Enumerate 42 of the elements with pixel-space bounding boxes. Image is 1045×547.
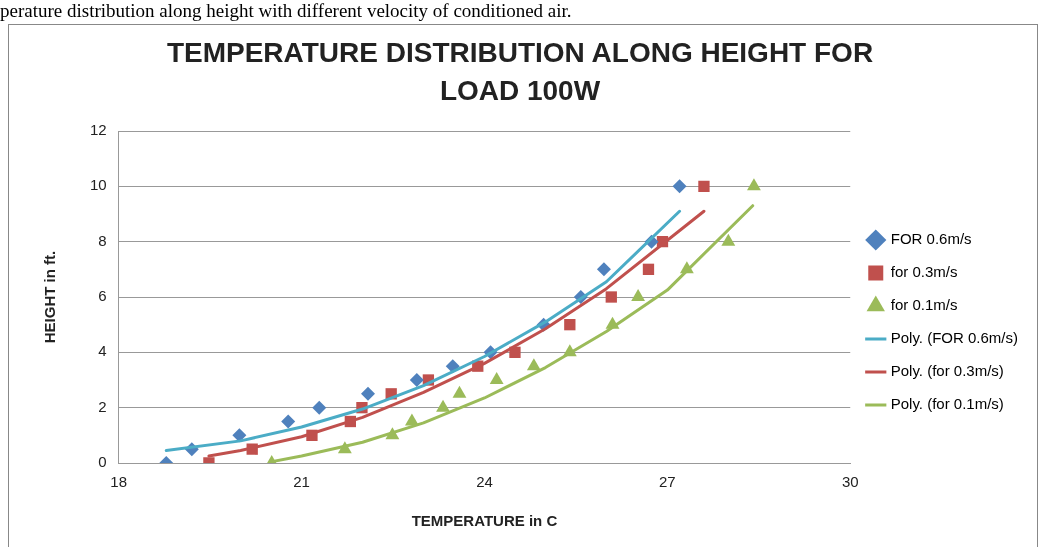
x-tick-label: 30: [841, 473, 859, 491]
chart-title: TEMPERATURE DISTRIBUTION ALONG HEIGHT FOR LOAD 100W: [165, 36, 875, 108]
point: [281, 414, 296, 429]
point: [509, 346, 521, 358]
point: [596, 262, 611, 277]
point: [747, 178, 761, 191]
y-tick-label: 0: [98, 453, 107, 471]
point: [312, 400, 327, 415]
y-tick-label: 6: [98, 287, 107, 305]
point: [361, 386, 376, 401]
point: [721, 233, 736, 246]
x-tick-label: 24: [476, 473, 493, 491]
legend-label: for 0.3m/s: [890, 263, 958, 281]
x-tick-label: 21: [293, 473, 310, 491]
y-tick-label: 4: [98, 342, 107, 360]
y-tick-label: 12: [90, 121, 107, 139]
point: [526, 358, 541, 371]
legend-label: Poly. (for 0.1m/s): [890, 395, 1004, 413]
legend-label: FOR 0.6m/s: [890, 230, 972, 248]
y-axis-title: HEIGHT in ft.: [41, 250, 59, 344]
legend-label: Poly. (FOR 0.6m/s): [890, 329, 1019, 347]
point: [564, 319, 576, 331]
point: [409, 373, 424, 387]
legend-label: Poly. (for 0.3m/s): [890, 362, 1004, 380]
legend-label: for 0.1m/s: [890, 296, 958, 314]
text: perature distribution along height with different velocity of conditioned air.: [0, 0, 572, 22]
point: [631, 289, 646, 301]
point: [672, 179, 687, 194]
point: [436, 399, 450, 412]
x-tick-label: 27: [659, 473, 676, 491]
point: [232, 428, 247, 443]
point: [605, 291, 617, 303]
point: [698, 180, 710, 192]
x-tick-label: 18: [110, 473, 128, 491]
point: [642, 263, 655, 275]
y-tick-label: 8: [98, 231, 107, 249]
y-tick-label: 10: [90, 176, 107, 194]
point: [489, 372, 504, 384]
y-tick-label: 2: [98, 397, 107, 415]
point: [452, 385, 467, 398]
point: [405, 413, 419, 426]
x-axis-title: TEMPERATURE in C: [411, 512, 558, 530]
